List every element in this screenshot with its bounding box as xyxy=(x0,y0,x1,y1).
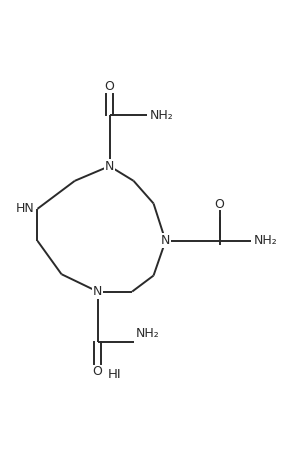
Text: NH₂: NH₂ xyxy=(149,109,173,122)
Text: N: N xyxy=(93,285,102,298)
Text: N: N xyxy=(105,160,114,172)
Text: N: N xyxy=(161,234,170,248)
Text: O: O xyxy=(93,365,102,378)
Text: NH₂: NH₂ xyxy=(254,234,277,248)
Text: O: O xyxy=(105,80,114,93)
Text: NH₂: NH₂ xyxy=(136,327,160,339)
Text: O: O xyxy=(214,198,224,212)
Text: HN: HN xyxy=(16,202,35,215)
Text: HI: HI xyxy=(108,368,122,381)
